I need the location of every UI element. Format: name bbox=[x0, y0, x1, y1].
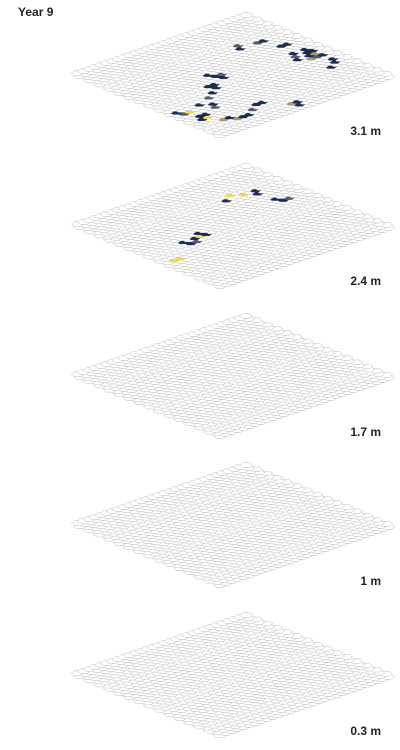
depth-layer: 2.4 m bbox=[70, 163, 396, 289]
depth-layer: 3.1 m bbox=[70, 12, 396, 138]
depth-layer: 1 m bbox=[70, 462, 396, 588]
depth-label: 3.1 m bbox=[350, 124, 381, 138]
chart-title: Year 9 bbox=[18, 5, 54, 19]
empty-hex-cell bbox=[239, 612, 254, 618]
depth-label: 1 m bbox=[360, 574, 381, 588]
depth-label: 2.4 m bbox=[350, 274, 381, 288]
empty-hex-cell bbox=[239, 313, 254, 319]
empty-hex-cell bbox=[239, 12, 254, 18]
empty-hex-cell bbox=[239, 163, 254, 169]
depth-layers: 3.1 m 2.4 m 1.7 m 1 m 0.3 m bbox=[70, 12, 396, 738]
depth-label: 0.3 m bbox=[350, 724, 381, 738]
empty-hex-cell bbox=[239, 462, 254, 468]
depth-layer: 0.3 m bbox=[70, 612, 396, 738]
depth-label: 1.7 m bbox=[350, 425, 381, 439]
depth-layer: 1.7 m bbox=[70, 313, 396, 439]
